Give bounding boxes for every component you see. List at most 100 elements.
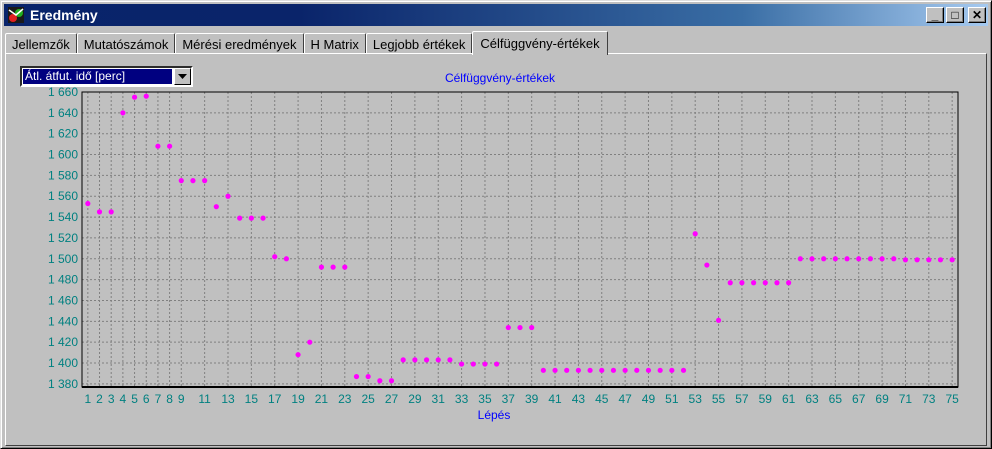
title-bar[interactable]: Eredmény _ □ ✕ — [4, 4, 988, 26]
x-tick-label: 43 — [572, 392, 586, 406]
y-tick-label: 1 620 — [48, 127, 78, 141]
data-point — [202, 178, 208, 184]
data-point — [423, 357, 430, 363]
y-tick-label: 1 460 — [48, 293, 78, 307]
x-tick-label: 4 — [120, 392, 127, 406]
y-tick-label: 1 560 — [48, 189, 78, 203]
data-point — [459, 361, 465, 367]
maximize-button[interactable]: □ — [946, 7, 964, 23]
data-point — [739, 280, 745, 286]
data-point — [879, 256, 885, 262]
dropdown-button[interactable] — [174, 68, 191, 85]
data-point — [377, 378, 383, 384]
data-point — [178, 178, 184, 184]
x-tick-label: 2 — [96, 392, 103, 406]
x-tick-label: 1 — [84, 392, 91, 406]
data-point — [529, 324, 535, 331]
x-tick-label: 35 — [478, 392, 492, 406]
data-point — [634, 367, 640, 373]
data-point — [680, 367, 687, 373]
data-point — [167, 143, 173, 149]
tab-label: H Matrix — [310, 36, 359, 52]
app-logo-icon[interactable] — [7, 6, 25, 24]
tab-label: Célfüggvény-értékek — [480, 36, 600, 51]
x-tick-label: 73 — [922, 392, 936, 406]
x-tick-label: 37 — [502, 392, 516, 406]
window-title: Eredmény — [30, 7, 98, 23]
y-tick-label: 1 520 — [48, 231, 78, 245]
data-point — [143, 93, 149, 99]
data-point — [797, 256, 803, 262]
data-point — [902, 257, 909, 263]
x-tick-label: 15 — [245, 392, 259, 406]
y-tick-label: 1 440 — [48, 314, 78, 328]
data-point — [248, 215, 254, 221]
data-point — [949, 257, 955, 263]
data-point — [564, 367, 570, 373]
y-tick-label: 1 500 — [48, 252, 78, 266]
data-point — [844, 256, 850, 262]
x-tick-label: 13 — [221, 392, 235, 406]
y-tick-label: 1 540 — [48, 210, 78, 224]
x-tick-label: 75 — [945, 392, 959, 406]
data-point — [937, 257, 944, 263]
tab-meresi-eredmenyek[interactable]: Mérési eredmények — [175, 33, 304, 54]
data-point — [715, 317, 722, 323]
y-tick-label: 1 580 — [48, 168, 78, 182]
tab-celfuggveny-ertekek[interactable]: Célfüggvény-értékek — [472, 31, 608, 55]
metric-select[interactable]: Átl. átfut. idő [perc] — [20, 66, 193, 87]
data-point — [388, 378, 395, 384]
data-point — [610, 367, 617, 373]
data-point — [120, 110, 126, 116]
data-point — [704, 262, 710, 268]
dropdown-arrow-icon — [178, 74, 187, 79]
y-tick-label: 1 420 — [48, 335, 78, 349]
x-tick-label: 69 — [875, 392, 889, 406]
data-point — [727, 280, 733, 286]
close-button[interactable]: ✕ — [968, 7, 986, 23]
data-point — [272, 254, 278, 260]
data-point — [891, 256, 897, 262]
x-tick-label: 21 — [315, 392, 329, 406]
chart-title: Célfüggvény-értékek — [445, 71, 556, 85]
x-tick-label: 33 — [455, 392, 469, 406]
minimize-button[interactable]: _ — [926, 7, 944, 23]
data-point — [96, 209, 103, 215]
data-point — [318, 264, 325, 270]
tab-legjobb-ertekek[interactable]: Legjobb értékek — [365, 33, 473, 54]
data-point — [447, 357, 453, 363]
data-point — [692, 231, 698, 237]
data-point — [774, 280, 780, 286]
data-point — [412, 357, 418, 363]
data-point — [365, 373, 371, 380]
data-point — [494, 361, 500, 367]
data-point — [505, 324, 511, 331]
y-tick-label: 1 480 — [48, 273, 78, 287]
data-point — [353, 373, 360, 380]
y-tick-label: 1 400 — [48, 356, 78, 370]
tab-h-matrix[interactable]: H Matrix — [303, 33, 366, 54]
tab-mutatoszamok[interactable]: Mutatószámok — [76, 33, 176, 54]
data-point — [914, 257, 920, 263]
x-tick-label: 45 — [595, 392, 609, 406]
x-tick-label: 23 — [338, 392, 352, 406]
data-point — [645, 367, 652, 373]
data-point — [470, 361, 476, 367]
data-point — [540, 367, 546, 373]
objective-chart: Célfüggvény-értékek 1 380 1 400 1 420 1 440 1… — [48, 71, 959, 422]
x-tick-label: 27 — [385, 392, 399, 406]
tab-label: Jellemzők — [12, 36, 70, 52]
x-tick-label: 29 — [408, 392, 422, 406]
tab-jellemzok[interactable]: Jellemzők — [5, 33, 77, 54]
x-tick-label: 11 — [198, 392, 211, 406]
data-point — [926, 257, 932, 263]
data-point — [552, 367, 558, 373]
tab-label: Mérési eredmények — [182, 36, 297, 52]
plot-area — [82, 92, 958, 387]
tab-label: Legjobb értékek — [372, 36, 466, 52]
data-point — [283, 256, 289, 262]
data-point — [669, 367, 675, 373]
data-point — [482, 361, 488, 367]
data-point — [237, 215, 243, 221]
